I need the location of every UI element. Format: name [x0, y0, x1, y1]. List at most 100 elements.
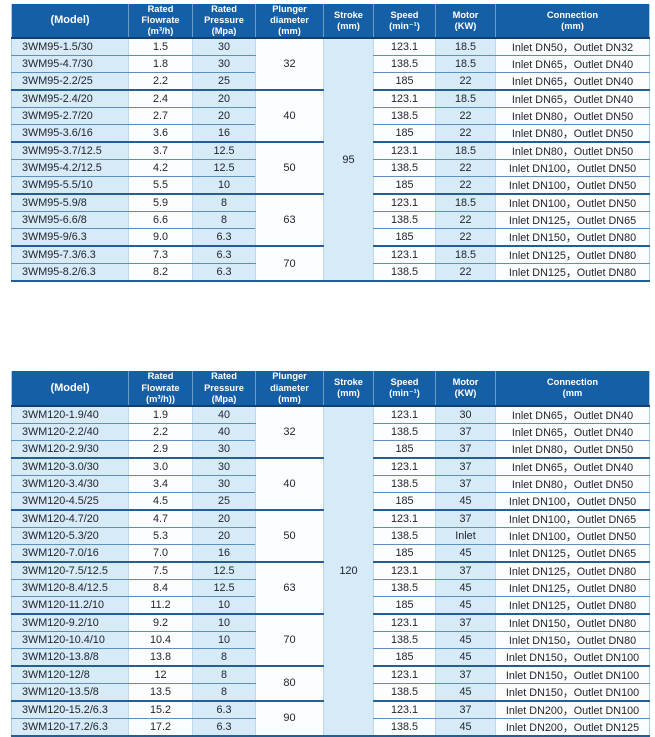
- table-row: 3WM95-4.2/12.5 4.2 12.5 138.5 22 Inlet DN100，…: [11, 159, 650, 178]
- speed-cell: 185: [373, 228, 436, 248]
- model-cell: 3WM95-3.6/16: [11, 124, 129, 144]
- connection-cell: Inlet DN150，Outlet DN80: [495, 631, 650, 649]
- header-row: (Model) Rated Flowrate (m³/h)) Rated Pressu…: [11, 371, 650, 407]
- motor-cell: 22: [435, 124, 496, 144]
- speed-cell: 138.5: [373, 579, 436, 597]
- connection-cell: Inlet DN125，Outlet DN80: [495, 263, 650, 283]
- table-row: 3WM120-2.9/30 2.9 30 185 37 Inlet DN80，Outlet…: [11, 440, 650, 459]
- column-header-stroke: Stroke (mm): [323, 371, 374, 407]
- motor-cell: 37: [435, 665, 496, 684]
- column-header-speed: Speed (min⁻¹): [373, 4, 436, 40]
- column-header-flowrate: Rated Flowrate (m³/h): [128, 4, 193, 40]
- flowrate-cell: 2.4: [128, 90, 193, 109]
- flowrate-cell: 2.2: [128, 72, 193, 92]
- column-header-stroke: Stroke (mm): [323, 4, 374, 40]
- flowrate-cell: 7.0: [128, 544, 193, 563]
- model-cell: 3WM120-4.7/20: [11, 509, 129, 528]
- motor-cell: 37: [435, 700, 496, 719]
- table-row: 3WM95-3.6/16 3.6 16 185 22 Inlet DN80，Outlet …: [11, 124, 650, 144]
- speed-cell: 138.5: [373, 423, 436, 441]
- model-cell: 3WM120-5.3/20: [11, 527, 129, 545]
- table-row: 3WM120-8.4/12.5 8.4 12.5 138.5 45 Inlet DN125…: [11, 579, 650, 597]
- connection-cell: Inlet DN80，Outlet DN50: [495, 440, 650, 459]
- motor-cell: 30: [435, 405, 496, 424]
- plunger-cell: 70: [255, 246, 324, 283]
- plunger-cell: 70: [255, 613, 324, 667]
- model-cell: 3WM95-8.2/6.3: [11, 263, 129, 283]
- speed-cell: 123.1: [373, 613, 436, 632]
- flowrate-cell: 2.7: [128, 107, 193, 126]
- pressure-cell: 12.5: [192, 159, 256, 178]
- pressure-cell: 8: [192, 665, 256, 684]
- pressure-cell: 6.3: [192, 700, 256, 719]
- flowrate-cell: 10.4: [128, 631, 193, 649]
- stroke-cell: 120: [323, 405, 374, 737]
- speed-cell: 185: [373, 492, 436, 511]
- connection-cell: Inlet DN50，Outlet DN32: [495, 38, 650, 57]
- speed-cell: 185: [373, 648, 436, 667]
- table-row: 3WM120-9.2/10 9.2 10 70 123.1 37 Inlet DN150，O…: [11, 613, 650, 667]
- table-row: 3WM120-2.2/40 2.2 40 138.5 37 Inlet DN65，Outl…: [11, 423, 650, 441]
- table-row: 3WM120-11.2/10 11.2 10 185 45 Inlet DN125，Out…: [11, 596, 650, 615]
- model-cell: 3WM120-2.9/30: [11, 440, 129, 459]
- model-cell: 3WM120-10.4/10: [11, 631, 129, 649]
- pressure-cell: 8: [192, 194, 256, 213]
- pressure-cell: 30: [192, 457, 256, 476]
- pressure-cell: 30: [192, 440, 256, 459]
- column-header-speed: Speed (min⁻¹): [373, 371, 436, 407]
- connection-cell: Inlet DN100，Outlet DN50: [495, 159, 650, 178]
- flowrate-cell: 7.3: [128, 246, 193, 265]
- pressure-cell: 16: [192, 544, 256, 563]
- motor-cell: 45: [435, 648, 496, 667]
- flowrate-cell: 15.2: [128, 700, 193, 719]
- stroke-cell: 95: [323, 38, 374, 283]
- pressure-cell: 40: [192, 405, 256, 424]
- table-row: 3WM95-5.5/10 5.5 10 185 22 Inlet DN100，Outlet…: [11, 176, 650, 196]
- pressure-cell: 8: [192, 683, 256, 702]
- speed-cell: 138.5: [373, 263, 436, 283]
- plunger-cell: 63: [255, 561, 324, 615]
- motor-cell: 37: [435, 561, 496, 580]
- connection-cell: Inlet DN65，Outlet DN40: [495, 457, 650, 476]
- connection-cell: Inlet DN100，Outlet DN50: [495, 176, 650, 196]
- pressure-cell: 40: [192, 423, 256, 441]
- connection-cell: Inlet DN125，Outlet DN80: [495, 579, 650, 597]
- speed-cell: 138.5: [373, 683, 436, 702]
- table-row: 3WM95-1.5/30 1.5 30 32 95 123.1 18.5 Inlet DN50…: [11, 38, 650, 283]
- plunger-cell: 32: [255, 38, 324, 92]
- speed-cell: 138.5: [373, 527, 436, 545]
- model-cell: 3WM120-12/8: [11, 665, 129, 684]
- speed-cell: 185: [373, 596, 436, 615]
- motor-cell: 45: [435, 544, 496, 563]
- model-cell: 3WM95-2.7/20: [11, 107, 129, 126]
- pressure-cell: 30: [192, 475, 256, 493]
- table-row: 3WM120-3.0/30 3.0 30 40 123.1 37 Inlet DN65，Ou…: [11, 457, 650, 511]
- speed-cell: 123.1: [373, 142, 436, 161]
- motor-cell: 45: [435, 596, 496, 615]
- pressure-cell: 30: [192, 55, 256, 74]
- connection-cell: Inlet DN125，Outlet DN80: [495, 246, 650, 265]
- column-header-connection: Connection (mm: [495, 371, 650, 407]
- motor-cell: 45: [435, 683, 496, 702]
- speed-cell: 123.1: [373, 700, 436, 719]
- table-row: 3WM120-7.0/16 7.0 16 185 45 Inlet DN125，Outle…: [11, 544, 650, 563]
- speed-cell: 138.5: [373, 159, 436, 178]
- table-row: 3WM120-7.5/12.5 7.5 12.5 63 123.1 37 Inlet DN1…: [11, 561, 650, 615]
- connection-cell: Inlet DN100，Outlet DN65: [495, 509, 650, 528]
- pressure-cell: 12.5: [192, 579, 256, 597]
- model-cell: 3WM120-13.8/8: [11, 648, 129, 667]
- motor-cell: 45: [435, 718, 496, 737]
- table-row: 3WM120-3.4/30 3.4 30 138.5 37 Inlet DN80，Outl…: [11, 475, 650, 493]
- motor-cell: 22: [435, 228, 496, 248]
- speed-cell: 123.1: [373, 90, 436, 109]
- speed-cell: 123.1: [373, 405, 436, 424]
- motor-cell: 45: [435, 492, 496, 511]
- flowrate-cell: 4.5: [128, 492, 193, 511]
- pressure-cell: 10: [192, 613, 256, 632]
- connection-cell: Inlet DN80，Outlet DN50: [495, 124, 650, 144]
- speed-cell: 185: [373, 72, 436, 92]
- table-row: 3WM120-1.9/40 1.9 40 32 120 123.1 30 Inlet DN65…: [11, 405, 650, 737]
- motor-cell: 37: [435, 613, 496, 632]
- connection-cell: Inlet DN150，Outlet DN80: [495, 228, 650, 248]
- connection-cell: Inlet DN150，Outlet DN100: [495, 648, 650, 667]
